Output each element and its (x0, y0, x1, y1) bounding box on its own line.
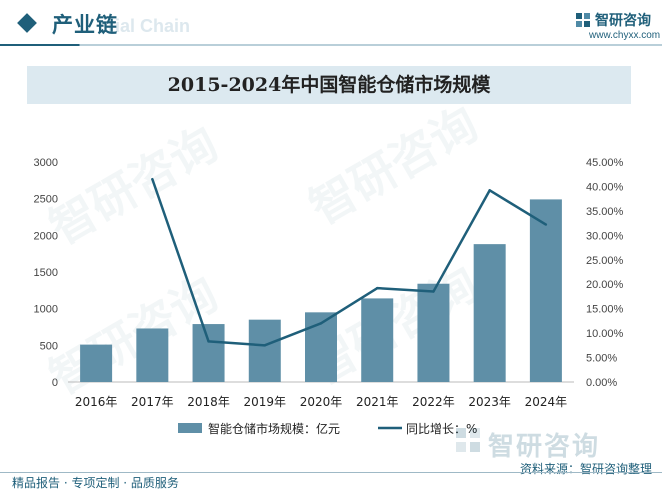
left-axis-tick-label: 1000 (34, 304, 58, 316)
right-axis-tick-label: 20.00% (586, 279, 624, 291)
right-axis-tick-label: 0.00% (586, 377, 617, 389)
right-axis-tick-label: 5.00% (586, 353, 617, 365)
growth-point (432, 290, 435, 293)
right-axis-tick-label: 35.00% (586, 206, 624, 218)
right-axis-tick-label: 25.00% (586, 255, 624, 267)
bottom-brand: 智研咨询 (488, 432, 601, 462)
x-axis-tick-label: 2017年 (131, 395, 174, 409)
bar (80, 344, 113, 382)
legend-line-label: 同比增长：% (406, 422, 477, 436)
right-axis-tick-label: 30.00% (586, 230, 624, 242)
bar (473, 244, 506, 382)
growth-point (544, 223, 548, 226)
growth-point (151, 177, 154, 181)
bar (248, 319, 281, 382)
legend-bar-label: 智能仓储市场规模：亿元 (208, 421, 340, 436)
header-divider (0, 44, 662, 46)
x-axis-tick-label: 2022年 (412, 395, 455, 409)
bottom-brand-logo-icon (456, 428, 480, 452)
left-axis-tick-label: 500 (40, 340, 58, 352)
right-axis-tick-label: 10.00% (586, 328, 624, 340)
right-axis-tick-label: 15.00% (586, 304, 624, 316)
x-axis-tick-label: 2020年 (300, 395, 343, 409)
x-axis-tick-label: 2021年 (356, 395, 399, 409)
growth-point (319, 322, 323, 325)
bar (529, 199, 562, 382)
x-axis-tick-label: 2024年 (525, 395, 568, 409)
chart-title: 2015-2024年中国智能仓储市场规模 (167, 74, 491, 96)
left-axis-tick-label: 0 (52, 377, 58, 389)
chart-title-band: 2015-2024年中国智能仓储市场规模 (27, 66, 631, 104)
left-axis-tick-label: 1500 (34, 267, 58, 279)
section-watermark: rial Chain (108, 16, 191, 36)
growth-point (376, 286, 379, 290)
bar (136, 328, 169, 382)
growth-point (488, 189, 491, 192)
brand-block: 智研咨询 www.chyxx.com (575, 10, 660, 46)
growth-line (151, 178, 547, 347)
x-axis-tick-label: 2016年 (75, 395, 118, 409)
right-axis-tick-label: 45.00% (586, 157, 624, 169)
footer-divider (0, 472, 662, 473)
header: rial Chain 产业链 智研咨询 www.chyxx.com (0, 0, 662, 50)
left-axis-tick-label: 2500 (34, 194, 58, 206)
x-axis-tick-label: 2019年 (244, 395, 287, 409)
x-axis-tick-label: 2018年 (187, 395, 230, 409)
left-axis-tick-label: 3000 (34, 157, 58, 169)
right-axis-tick-label: 40.00% (586, 181, 624, 193)
section-title: 产业链 (52, 13, 118, 37)
brand-logo-icon (576, 13, 590, 27)
bar (417, 283, 450, 382)
brand-name: 智研咨询 (595, 13, 651, 29)
bar (361, 298, 394, 382)
x-axis-tick-label: 2023年 (468, 395, 511, 409)
source-note: 资料来源：智研咨询整理 (519, 462, 652, 476)
left-axis-tick-label: 2000 (34, 230, 58, 242)
growth-point (207, 340, 210, 343)
footer-tagline: 精品报告 · 专项定制 · 品质服务 (12, 476, 179, 490)
growth-point (263, 344, 266, 347)
bar (192, 324, 225, 382)
brand-url: www.chyxx.com (589, 30, 661, 41)
legend-bar-swatch (178, 423, 202, 433)
